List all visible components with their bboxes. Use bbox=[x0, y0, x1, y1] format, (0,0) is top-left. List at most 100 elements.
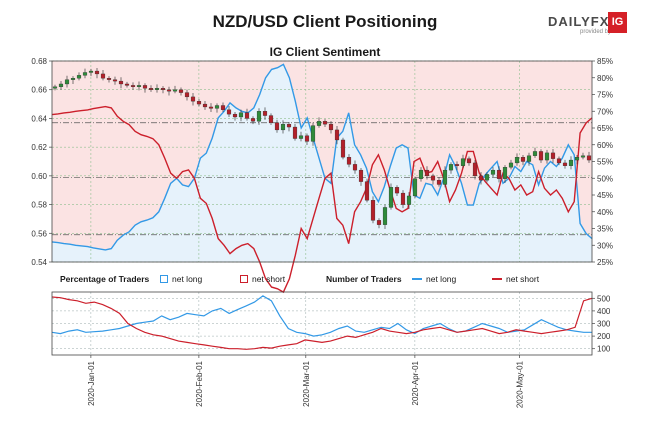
short-line-icon bbox=[492, 278, 502, 280]
candle bbox=[586, 151, 592, 163]
candle-body bbox=[358, 169, 364, 182]
logo-subtext: provided by bbox=[580, 29, 612, 35]
candle bbox=[262, 107, 268, 120]
right-tick-label: 60% bbox=[597, 141, 613, 150]
candle bbox=[274, 119, 280, 133]
candle-body bbox=[196, 101, 202, 105]
candle bbox=[286, 122, 292, 132]
x-tick-label: 2020-Apr-01 bbox=[411, 360, 420, 405]
candle-body bbox=[556, 158, 562, 164]
candle bbox=[370, 196, 376, 224]
long-line-icon bbox=[412, 278, 422, 280]
candle-body bbox=[130, 85, 136, 87]
net-short-line bbox=[51, 105, 593, 294]
candle bbox=[454, 161, 460, 171]
candle-body bbox=[412, 178, 418, 197]
candle bbox=[562, 159, 568, 169]
candle bbox=[334, 126, 340, 145]
candle-body bbox=[166, 89, 172, 92]
candle bbox=[88, 68, 94, 77]
sub-frame bbox=[51, 291, 593, 356]
candle-body bbox=[436, 180, 442, 185]
candle-body bbox=[448, 164, 454, 171]
candle-body bbox=[586, 155, 592, 161]
candle bbox=[388, 183, 394, 210]
candle-body bbox=[424, 169, 430, 177]
candle bbox=[364, 178, 370, 203]
candle-body bbox=[460, 158, 466, 166]
candle-body bbox=[442, 169, 448, 185]
candle bbox=[82, 68, 88, 79]
candle bbox=[184, 89, 190, 101]
candle-body bbox=[502, 167, 508, 179]
candle-body bbox=[520, 157, 526, 162]
candle bbox=[292, 124, 298, 141]
candle bbox=[328, 121, 334, 134]
candle bbox=[478, 171, 484, 185]
legend-pct-short: net short bbox=[240, 274, 285, 284]
sub-tick-label: 400 bbox=[597, 307, 611, 316]
right-tick-label: 25% bbox=[597, 258, 613, 267]
right-tick-label: 50% bbox=[597, 174, 613, 183]
candle bbox=[430, 173, 436, 185]
candle bbox=[112, 76, 118, 85]
candle bbox=[220, 102, 226, 112]
candle bbox=[124, 81, 130, 88]
left-tick-label: 0.64 bbox=[31, 114, 47, 123]
candle bbox=[298, 131, 304, 142]
left-tick-label: 0.66 bbox=[31, 86, 47, 95]
legend-num-short-label: net short bbox=[506, 274, 540, 284]
candle-body bbox=[100, 73, 106, 79]
candle bbox=[64, 75, 70, 88]
right-tick-label: 55% bbox=[597, 158, 613, 167]
dailyfx-logo: DAILYFX provided by IG bbox=[548, 12, 628, 38]
candle-body bbox=[142, 85, 148, 89]
logo-text: DAILYFX bbox=[548, 14, 610, 29]
candle bbox=[310, 122, 316, 146]
candle-body bbox=[118, 80, 124, 85]
candle bbox=[304, 133, 310, 145]
candle-body bbox=[394, 187, 400, 194]
legend-pct-long-label: net long bbox=[172, 274, 203, 284]
net-long-line bbox=[51, 63, 593, 251]
candle-body bbox=[226, 109, 232, 115]
candle bbox=[178, 87, 184, 96]
candle bbox=[244, 108, 250, 121]
candle-body bbox=[310, 125, 316, 142]
candle-body bbox=[172, 89, 178, 92]
candle bbox=[256, 108, 262, 125]
candle-body bbox=[148, 88, 154, 90]
candle-body bbox=[184, 92, 190, 98]
candle-body bbox=[496, 169, 502, 179]
candle bbox=[142, 83, 148, 93]
candle-body bbox=[70, 78, 76, 80]
candle bbox=[442, 166, 448, 188]
candle-body bbox=[340, 139, 346, 158]
candle-body bbox=[82, 72, 88, 76]
candle-body bbox=[400, 192, 406, 205]
candle-body bbox=[88, 70, 94, 73]
candle-body bbox=[256, 111, 262, 122]
candle-body bbox=[238, 112, 244, 118]
legend-num-long-label: net long bbox=[426, 274, 457, 284]
candle-body bbox=[466, 158, 472, 164]
candle-body bbox=[382, 207, 388, 225]
candle-body bbox=[280, 124, 286, 131]
candle-body bbox=[250, 118, 256, 122]
candle-body bbox=[418, 169, 424, 179]
left-tick-label: 0.56 bbox=[31, 229, 47, 238]
candle bbox=[346, 154, 352, 168]
chart-subtitle: IG Client Sentiment bbox=[269, 45, 381, 59]
candle-body bbox=[124, 83, 130, 86]
candle-body bbox=[544, 152, 550, 161]
right-tick-label: 35% bbox=[597, 225, 613, 234]
candle-body bbox=[532, 151, 538, 156]
candle bbox=[202, 101, 208, 110]
legend-num-title: Number of Traders bbox=[326, 274, 402, 284]
candle bbox=[376, 218, 382, 229]
candle-body bbox=[574, 157, 580, 161]
candle-body bbox=[334, 129, 340, 141]
candle-body bbox=[508, 162, 514, 168]
candle bbox=[268, 113, 274, 125]
